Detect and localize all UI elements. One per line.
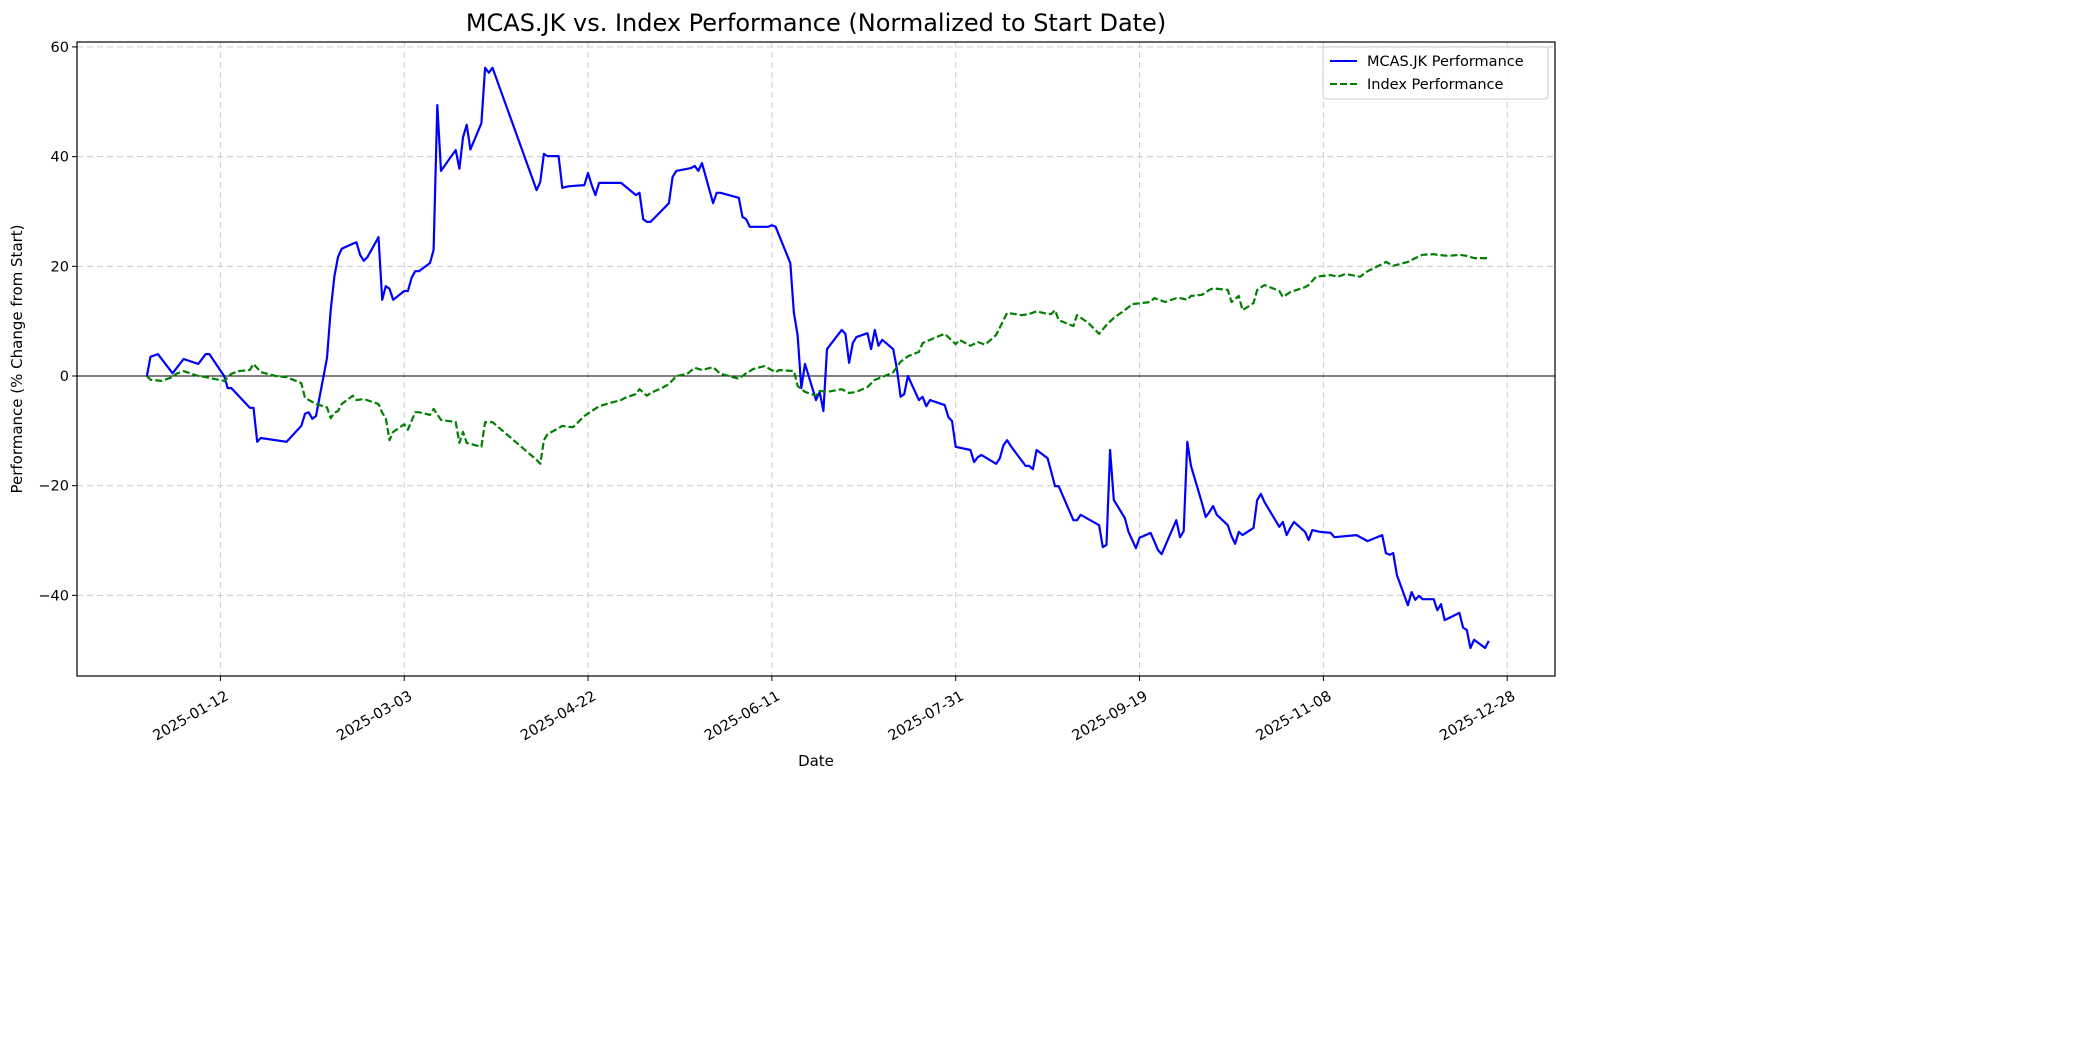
series-line-index <box>146 253 1489 465</box>
y-axis: −40 −20 0 20 40 60 <box>38 40 77 604</box>
grid <box>77 42 1555 676</box>
legend: MCAS.JK Performance Index Performance <box>1322 46 1549 100</box>
y-tick-label: −20 <box>38 479 69 495</box>
y-tick-label: −40 <box>38 588 69 604</box>
x-tick-label: 2025-07-31 <box>886 688 967 744</box>
series-lines <box>145 66 1490 650</box>
x-tick-label: 2025-04-22 <box>518 688 599 744</box>
x-tick-label: 2025-06-11 <box>702 688 783 744</box>
y-tick-label: 20 <box>51 259 69 275</box>
legend-label-index: Index Performance <box>1367 77 1503 93</box>
x-tick-label: 2025-09-19 <box>1070 688 1151 744</box>
y-tick-label: 40 <box>51 150 69 166</box>
x-axis-label: Date <box>798 752 834 770</box>
y-axis-label: Performance (% Change from Start) <box>8 224 26 493</box>
y-tick-label: 60 <box>51 40 69 56</box>
legend-label-mcas: MCAS.JK Performance <box>1367 54 1524 70</box>
x-tick-label: 2025-11-08 <box>1253 688 1334 744</box>
plot-frame <box>76 41 1556 677</box>
x-axis: 2025-01-12 2025-03-03 2025-04-22 2025-06-11… <box>150 676 1518 744</box>
series-line-mcas <box>145 66 1490 650</box>
x-tick-label: 2025-03-03 <box>334 688 415 744</box>
x-tick-label: 2025-12-28 <box>1437 688 1518 744</box>
y-tick-label: 0 <box>60 369 69 385</box>
x-tick-label: 2025-01-12 <box>150 688 231 744</box>
chart-title: MCAS.JK vs. Index Performance (Normalize… <box>466 9 1166 37</box>
legend-box <box>1322 46 1549 100</box>
